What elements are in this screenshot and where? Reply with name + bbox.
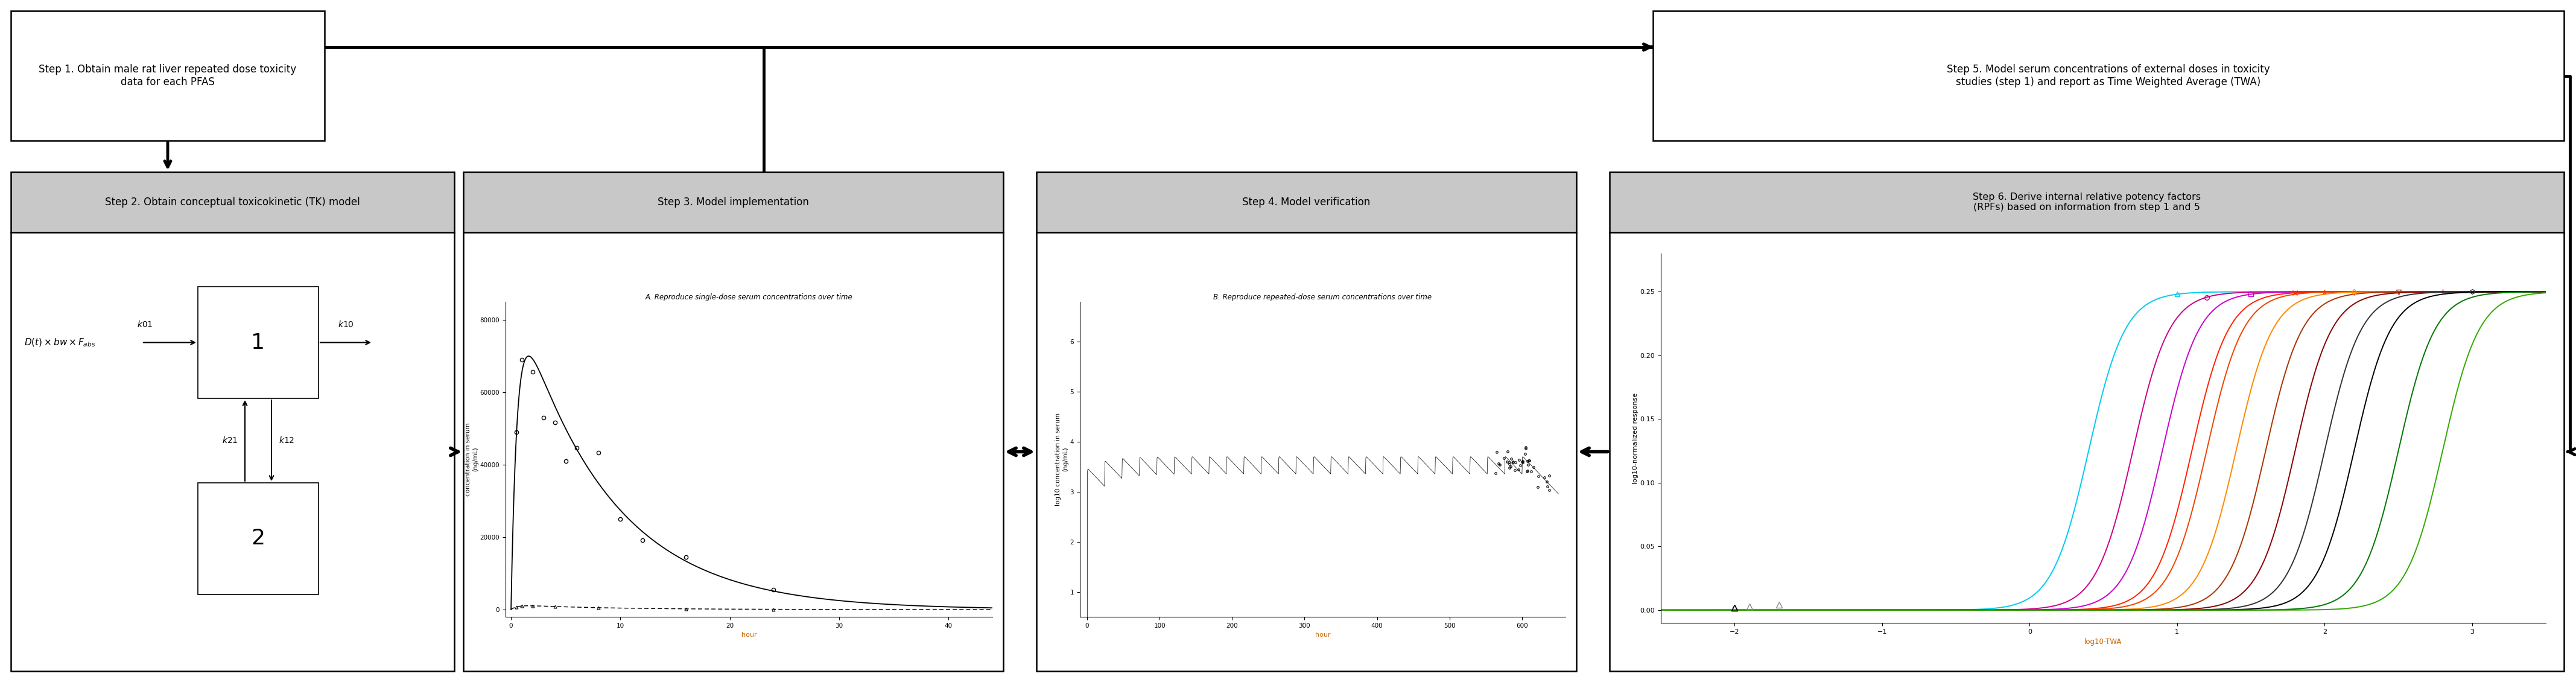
Text: $k12$: $k12$: [278, 436, 294, 445]
Bar: [10, 172, 453, 233]
Text: $D(t) \times bw \times F_{abs}$: $D(t) \times bw \times F_{abs}$: [23, 337, 95, 348]
Bar: [1036, 172, 1577, 233]
Text: 2: 2: [252, 529, 265, 549]
Bar: [464, 172, 1002, 233]
Y-axis label: log10 concentration in serum
(ng/mL): log10 concentration in serum (ng/mL): [1056, 413, 1069, 506]
X-axis label: log10-TWA: log10-TWA: [2084, 638, 2123, 646]
Bar: [198, 483, 319, 595]
Text: Step 2. Obtain conceptual toxicokinetic (TK) model: Step 2. Obtain conceptual toxicokinetic …: [106, 196, 361, 207]
Y-axis label: concentration in serum
(ng/mL): concentration in serum (ng/mL): [466, 423, 479, 496]
Bar: [464, 233, 1002, 671]
Text: Step 1. Obtain male rat liver repeated dose toxicity
data for each PFAS: Step 1. Obtain male rat liver repeated d…: [39, 64, 296, 87]
Y-axis label: log10-normalized response: log10-normalized response: [1633, 393, 1638, 484]
Bar: [1654, 11, 2563, 140]
Text: $k01$: $k01$: [137, 320, 152, 329]
Bar: [10, 11, 325, 140]
Bar: [198, 286, 319, 398]
Text: Step 6. Derive internal relative potency factors
(RPFs) based on information fro: Step 6. Derive internal relative potency…: [1973, 192, 2200, 212]
Title: B. Reproduce repeated-dose serum concentrations over time: B. Reproduce repeated-dose serum concent…: [1213, 293, 1432, 301]
Title: A. Reproduce single-dose serum concentrations over time: A. Reproduce single-dose serum concentra…: [644, 293, 853, 301]
Bar: [1610, 233, 2563, 671]
Text: Step 5. Model serum concentrations of external doses in toxicity
studies (step 1: Step 5. Model serum concentrations of ex…: [1947, 64, 2269, 87]
Bar: [1036, 233, 1577, 671]
Text: 1: 1: [252, 332, 265, 353]
X-axis label: hour: hour: [1314, 632, 1329, 638]
Bar: [1610, 172, 2563, 233]
X-axis label: hour: hour: [742, 632, 757, 638]
Text: $k10$: $k10$: [337, 320, 353, 329]
Text: Step 4. Model verification: Step 4. Model verification: [1242, 196, 1370, 207]
Bar: [10, 233, 453, 671]
Text: $k21$: $k21$: [222, 436, 237, 445]
Text: Step 3. Model implementation: Step 3. Model implementation: [657, 196, 809, 207]
